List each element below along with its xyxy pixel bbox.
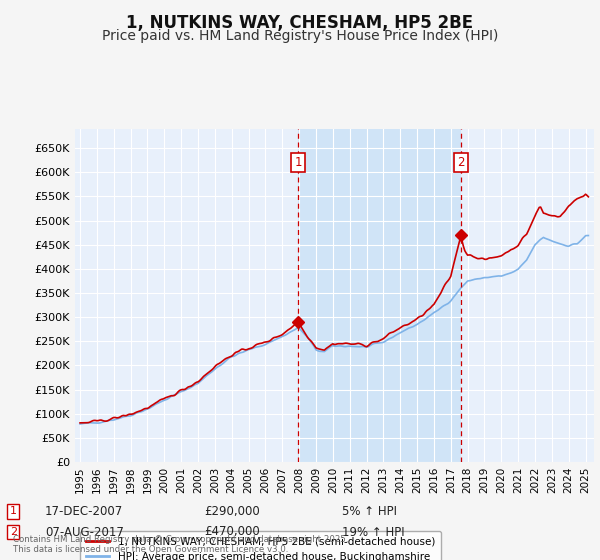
- Text: 19% ↑ HPI: 19% ↑ HPI: [342, 525, 404, 539]
- Text: 17-DEC-2007: 17-DEC-2007: [45, 505, 123, 518]
- Text: £290,000: £290,000: [204, 505, 260, 518]
- Text: Price paid vs. HM Land Registry's House Price Index (HPI): Price paid vs. HM Land Registry's House …: [102, 29, 498, 43]
- Text: Contains HM Land Registry data © Crown copyright and database right 2025.
This d: Contains HM Land Registry data © Crown c…: [13, 535, 349, 554]
- Text: 1, NUTKINS WAY, CHESHAM, HP5 2BE: 1, NUTKINS WAY, CHESHAM, HP5 2BE: [127, 14, 473, 32]
- Bar: [298, 129, 461, 462]
- Text: 1: 1: [10, 506, 17, 516]
- Text: 2: 2: [10, 527, 17, 537]
- Text: 1: 1: [295, 156, 302, 169]
- Text: 2: 2: [457, 156, 464, 169]
- Text: 07-AUG-2017: 07-AUG-2017: [45, 525, 124, 539]
- Text: 5% ↑ HPI: 5% ↑ HPI: [342, 505, 397, 518]
- Text: £470,000: £470,000: [204, 525, 260, 539]
- Legend: 1, NUTKINS WAY, CHESHAM, HP5 2BE (semi-detached house), HPI: Average price, semi: 1, NUTKINS WAY, CHESHAM, HP5 2BE (semi-d…: [80, 530, 442, 560]
